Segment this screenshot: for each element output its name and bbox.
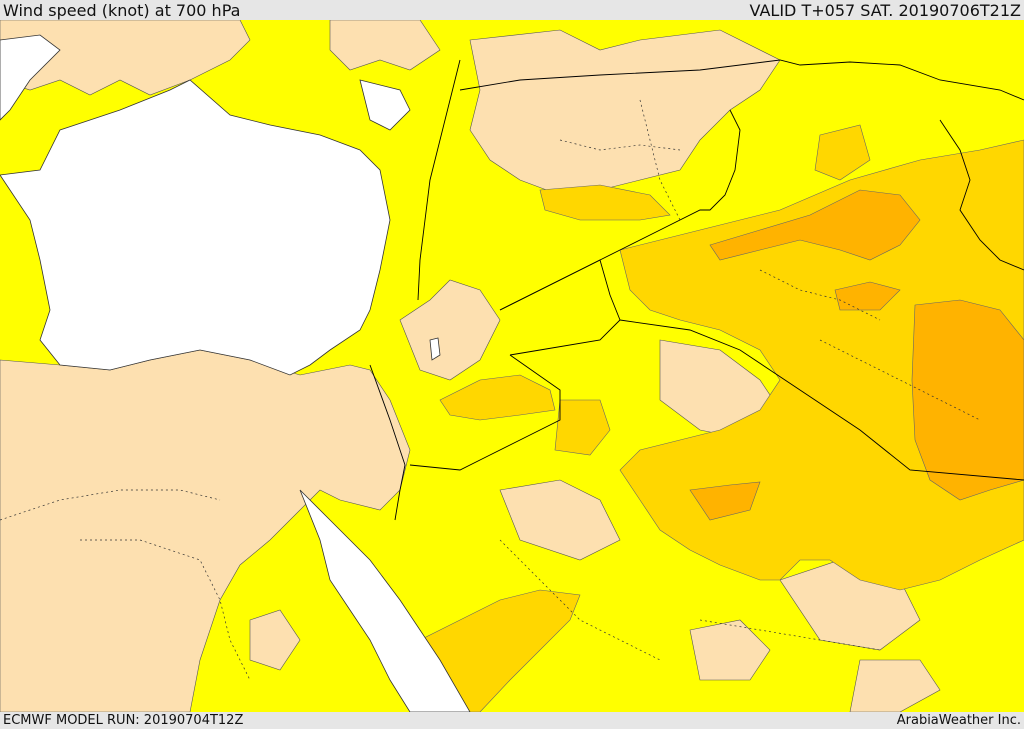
black-sea-edge [359, 79, 411, 131]
model-run-label: ECMWF MODEL RUN: 20190704T12Z [3, 713, 244, 728]
header-bar [0, 0, 1024, 20]
sea-of-galilee [429, 337, 441, 361]
calm-wind-areas [0, 20, 941, 712]
map-title: Wind speed (knot) at 700 hPa [3, 1, 241, 20]
admin-borders [0, 99, 981, 681]
wind-speed-map [0, 20, 1024, 712]
credit-label: ArabiaWeather Inc. [896, 713, 1021, 728]
mediterranean-sea [0, 79, 391, 376]
sea-areas [0, 34, 471, 712]
strong-wind-areas [689, 189, 1024, 521]
valid-time: VALID T+057 SAT. 20190706T21Z [749, 1, 1021, 20]
red-sea [299, 489, 471, 712]
country-borders [369, 59, 1024, 521]
aegean-sea [0, 34, 61, 121]
footer-bar [0, 712, 1024, 729]
